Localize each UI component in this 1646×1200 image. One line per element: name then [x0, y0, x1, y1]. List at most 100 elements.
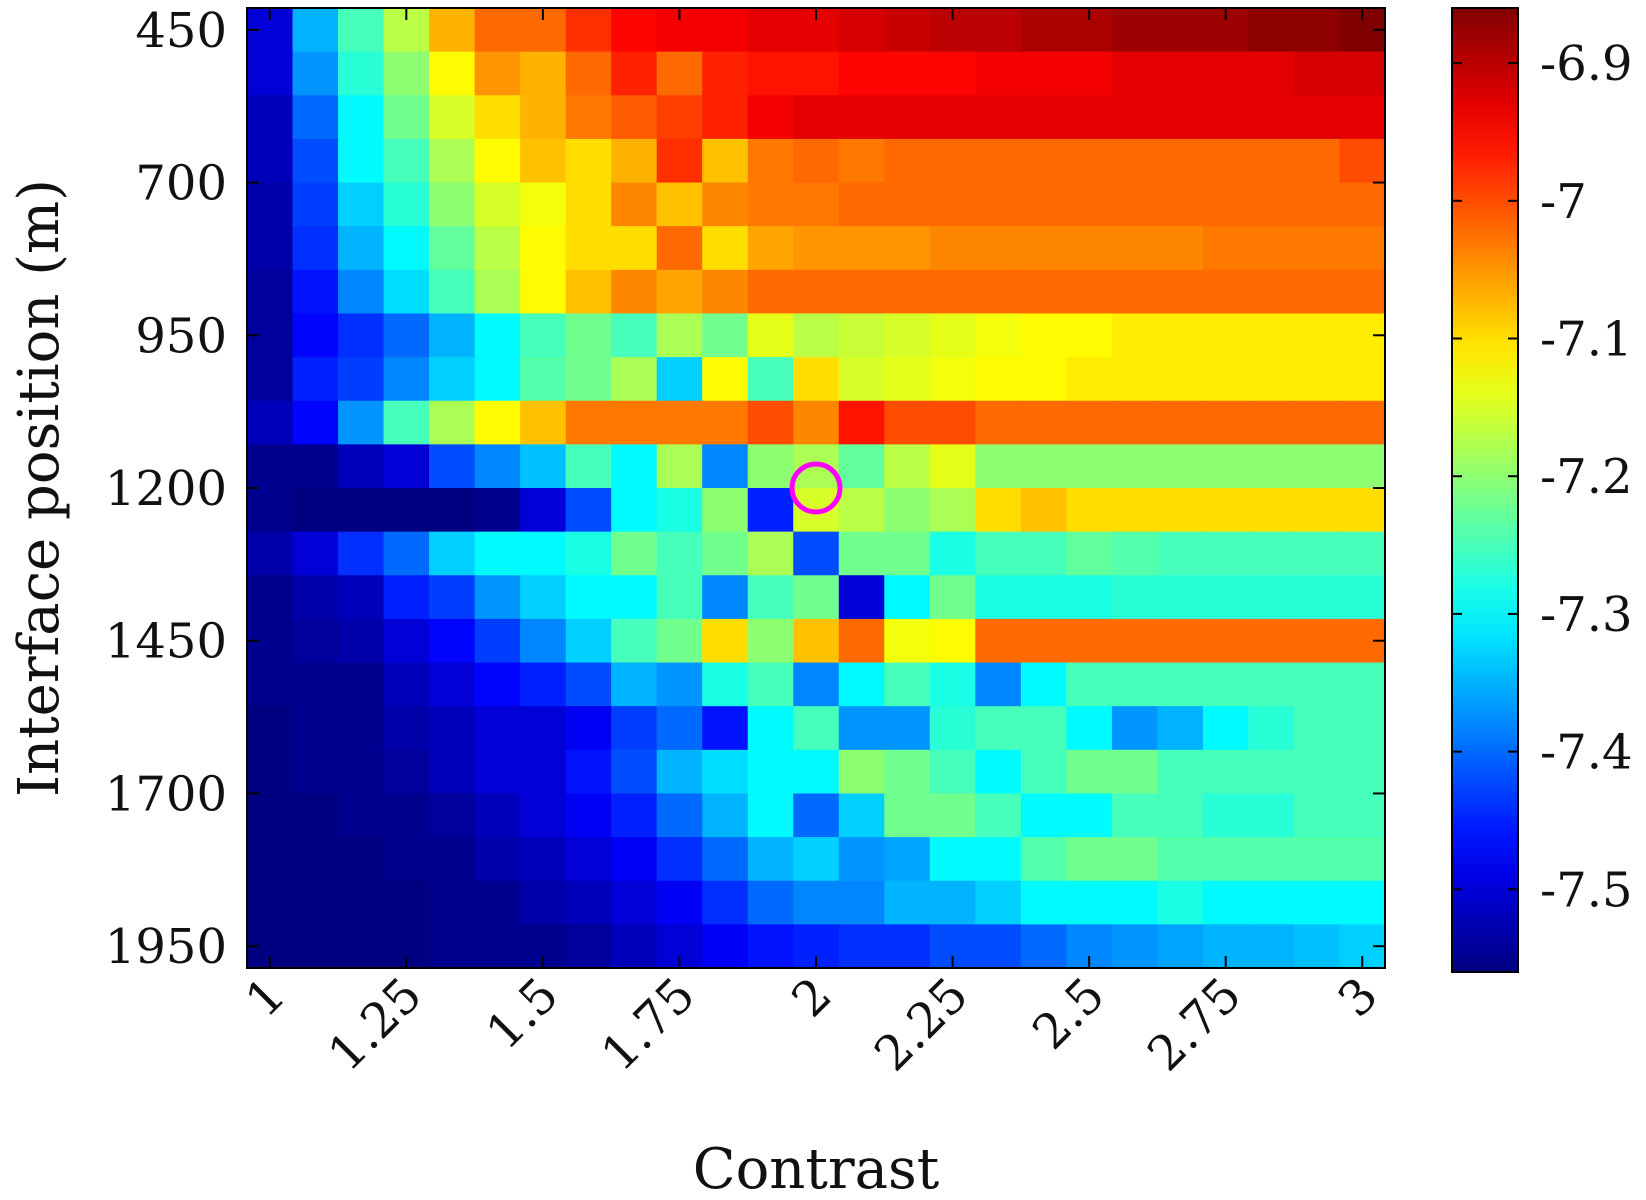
heatmap-cell: [1339, 575, 1386, 620]
heatmap-cell: [292, 269, 339, 315]
heatmap-cell: [383, 488, 430, 533]
heatmap-cell: [247, 444, 294, 489]
heatmap-cell: [838, 138, 885, 184]
heatmap-cell: [747, 8, 794, 53]
heatmap-cell: [1248, 313, 1295, 358]
marker-layer: [789, 461, 843, 515]
heatmap-cell: [1020, 662, 1067, 707]
heatmap-cell: [1020, 488, 1067, 533]
heatmap-cell: [247, 662, 294, 707]
heatmap-cell: [747, 95, 794, 140]
heatmap-cell: [292, 400, 339, 445]
heatmap-cell: [656, 531, 703, 576]
heatmap-cell: [520, 357, 567, 402]
heatmap-cell: [838, 837, 885, 882]
heatmap-cell: [747, 488, 794, 533]
heatmap-cell: [474, 662, 521, 707]
heatmap-cell: [292, 706, 339, 751]
heatmap-cell: [611, 880, 658, 925]
heatmap-cell: [975, 924, 1022, 969]
heatmap-cell: [1020, 269, 1067, 315]
heatmap-cell: [747, 618, 794, 664]
heatmap-cell: [383, 51, 430, 96]
heatmap-cell: [838, 488, 885, 533]
heatmap-cell: [975, 575, 1022, 620]
heatmap-cell: [611, 357, 658, 402]
y-axis-label: Interface position (m): [7, 179, 72, 797]
heatmap-cell: [1339, 269, 1386, 315]
heatmap-cell: [1339, 51, 1386, 96]
heatmap-cell: [656, 575, 703, 620]
heatmap-cell: [474, 8, 521, 53]
heatmap-cell: [1157, 662, 1204, 707]
x-tick-label: 2.5: [1022, 967, 1116, 1061]
heatmap-cell: [1157, 400, 1204, 445]
heatmap-cell: [702, 400, 749, 445]
x-axis-label: Contrast: [693, 1137, 940, 1200]
heatmap-cell: [1157, 8, 1204, 53]
heatmap-cell: [884, 749, 931, 795]
heatmap-cell: [793, 880, 840, 925]
heatmap-cell: [1202, 444, 1250, 489]
heatmap-cell: [747, 880, 794, 925]
heatmap-cell: [793, 706, 840, 751]
heatmap-cell: [702, 924, 749, 969]
heatmap-cell: [1111, 924, 1158, 969]
heatmap-cell: [793, 182, 840, 227]
x-tick-label: 1.75: [591, 967, 706, 1082]
heatmap-cell: [838, 531, 885, 576]
heatmap-cell: [1111, 749, 1158, 795]
heatmap-cell: [975, 269, 1022, 315]
heatmap-cell: [702, 488, 749, 533]
heatmap-cell: [247, 880, 294, 925]
y-tick-label: 1450: [105, 614, 227, 670]
heatmap-cell: [429, 575, 476, 620]
heatmap-cell: [1202, 749, 1250, 795]
heatmap-cell: [565, 488, 612, 533]
heatmap-cell: [611, 95, 658, 140]
heatmap-cell: [292, 618, 339, 664]
heatmap-cell: [474, 182, 521, 227]
heatmap-cell: [884, 488, 931, 533]
heatmap-cell: [747, 531, 794, 576]
heatmap-cell: [1066, 400, 1113, 445]
heatmap-cell: [565, 793, 612, 838]
heatmap-cell: [656, 662, 703, 707]
heatmap-cell: [429, 618, 476, 664]
heatmap-cell: [1293, 8, 1341, 53]
heatmap-cell: [1020, 924, 1067, 969]
heatmap-cell: [1293, 138, 1341, 184]
heatmap-cell: [1202, 575, 1250, 620]
heatmap-cell: [884, 95, 931, 140]
heatmap-cells: [247, 8, 1386, 969]
heatmap-cell: [520, 182, 567, 227]
x-tick-label: 1.5: [476, 967, 570, 1061]
heatmap-cell: [884, 357, 931, 402]
heatmap-cell: [656, 95, 703, 140]
heatmap-cell: [747, 182, 794, 227]
heatmap-cell: [429, 924, 476, 969]
heatmap-cell: [429, 357, 476, 402]
heatmap-cell: [429, 488, 476, 533]
heatmap-cell: [565, 618, 612, 664]
heatmap-cell: [793, 749, 840, 795]
heatmap-cell: [1293, 749, 1341, 795]
heatmap-cell: [429, 182, 476, 227]
heatmap-cell: [1157, 444, 1204, 489]
heatmap-cell: [292, 488, 339, 533]
heatmap-cell: [474, 51, 521, 96]
heatmap-cell: [838, 95, 885, 140]
heatmap-cell: [565, 662, 612, 707]
heatmap-cell: [747, 662, 794, 707]
heatmap-cell: [1293, 444, 1341, 489]
heatmap-cell: [929, 706, 976, 751]
heatmap-cell: [383, 138, 430, 184]
x-tick-label: 1: [235, 967, 296, 1028]
heatmap-cell: [247, 749, 294, 795]
heatmap-cell: [929, 444, 976, 489]
heatmap-cell: [1020, 444, 1067, 489]
heatmap-cell: [1020, 51, 1067, 96]
heatmap-cell: [793, 793, 840, 838]
heatmap-cell: [1157, 51, 1204, 96]
heatmap-cell: [565, 313, 612, 358]
